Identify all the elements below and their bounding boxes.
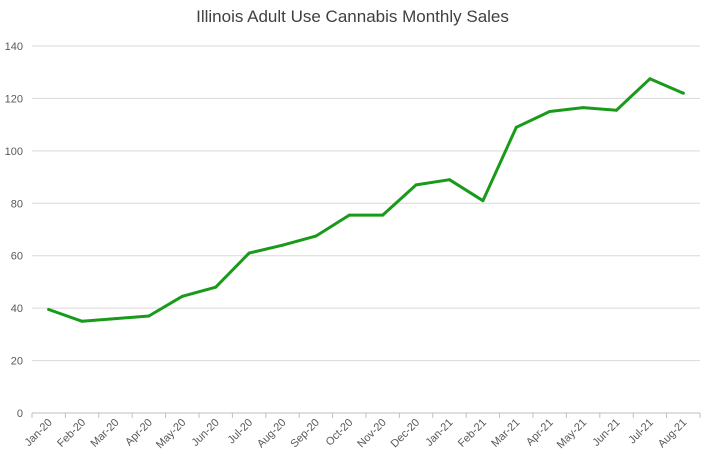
x-tick-label: Sep-20 [288,417,322,451]
data-point [581,106,585,110]
series-line [47,77,685,323]
data-point [648,77,652,81]
y-tick-label: 40 [11,303,23,315]
x-tick-label: Mar-21 [489,417,522,450]
series-group [47,77,685,323]
data-point [615,108,618,112]
x-axis [31,412,701,418]
data-point [448,178,451,182]
x-tick-label: Mar-20 [88,417,121,450]
x-tick-label: Jun-21 [590,417,622,449]
gridlines [32,45,700,362]
x-tick-label: Jan-21 [423,417,455,449]
data-point [414,183,418,187]
x-tick-label: Feb-20 [55,417,88,450]
x-tick-label: Jul-20 [226,417,256,447]
x-tick-label: Oct-20 [324,417,356,449]
x-tick-label: Apr-21 [524,417,556,449]
data-point [681,91,685,95]
data-point [347,213,351,217]
data-point [281,243,284,247]
data-point [214,285,218,289]
x-tick-label: Aug-21 [656,417,690,451]
data-point [548,110,552,114]
data-point [514,125,518,129]
data-point [247,251,251,255]
x-tick-label: Feb-21 [456,417,489,450]
x-tick-label: Aug-20 [255,417,289,451]
x-tick-label: Jul-21 [626,417,656,447]
y-tick-label: 80 [11,198,23,210]
y-tick-label: 140 [5,41,23,53]
chart-title: Illinois Adult Use Cannabis Monthly Sale… [196,7,509,26]
y-tick-label: 120 [5,93,23,105]
data-point [314,234,318,238]
x-tick-label: Jan-20 [23,417,55,449]
x-tick-label: May-21 [555,417,589,451]
x-tick-label: Apr-20 [123,417,155,449]
x-tick-label: Nov-20 [355,417,389,451]
x-tick-label: Jun-20 [190,417,222,449]
data-point [147,314,151,318]
data-point [80,319,84,323]
data-point [381,213,385,217]
data-point [481,199,485,203]
data-point [47,307,51,311]
x-tick-label: May-20 [154,417,188,451]
y-tick-label: 60 [11,251,23,263]
y-tick-label: 0 [17,408,23,420]
x-tick-label: Dec-20 [389,417,423,451]
y-tick-label: 20 [11,356,23,368]
data-point [114,317,117,321]
y-tick-label: 100 [5,146,23,158]
data-point [180,294,184,298]
y-axis-ticks: 0 20 40 60 80 100 120 140 [5,41,23,420]
